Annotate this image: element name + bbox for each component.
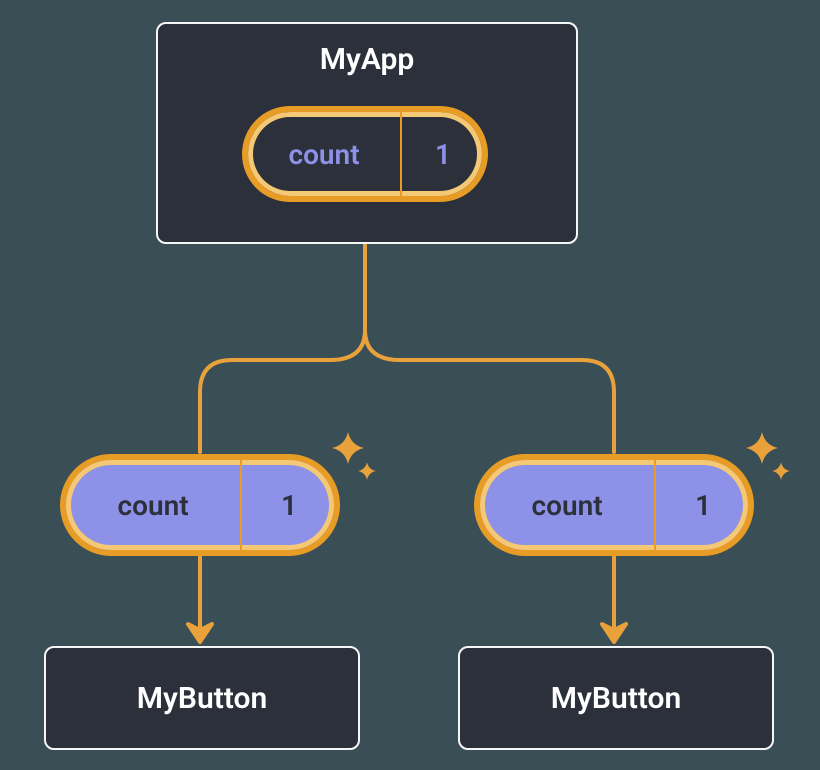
prop-pill-right: count 1 [474, 454, 754, 556]
state-pill-root-value: 1 [402, 112, 484, 196]
node-myapp-title: MyApp [320, 42, 415, 77]
prop-pill-right-label: count [480, 460, 656, 550]
prop-pill-right-value: 1 [656, 460, 750, 550]
node-mybutton-left-title: MyButton [137, 681, 267, 716]
node-mybutton-left: MyButton [44, 646, 360, 750]
prop-pill-left: count 1 [60, 454, 340, 556]
state-pill-root: count 1 [242, 106, 488, 202]
node-mybutton-right-title: MyButton [551, 681, 681, 716]
node-mybutton-right: MyButton [458, 646, 774, 750]
state-pill-root-label: count [248, 112, 402, 196]
prop-pill-left-label: count [66, 460, 242, 550]
prop-pill-left-value: 1 [242, 460, 336, 550]
